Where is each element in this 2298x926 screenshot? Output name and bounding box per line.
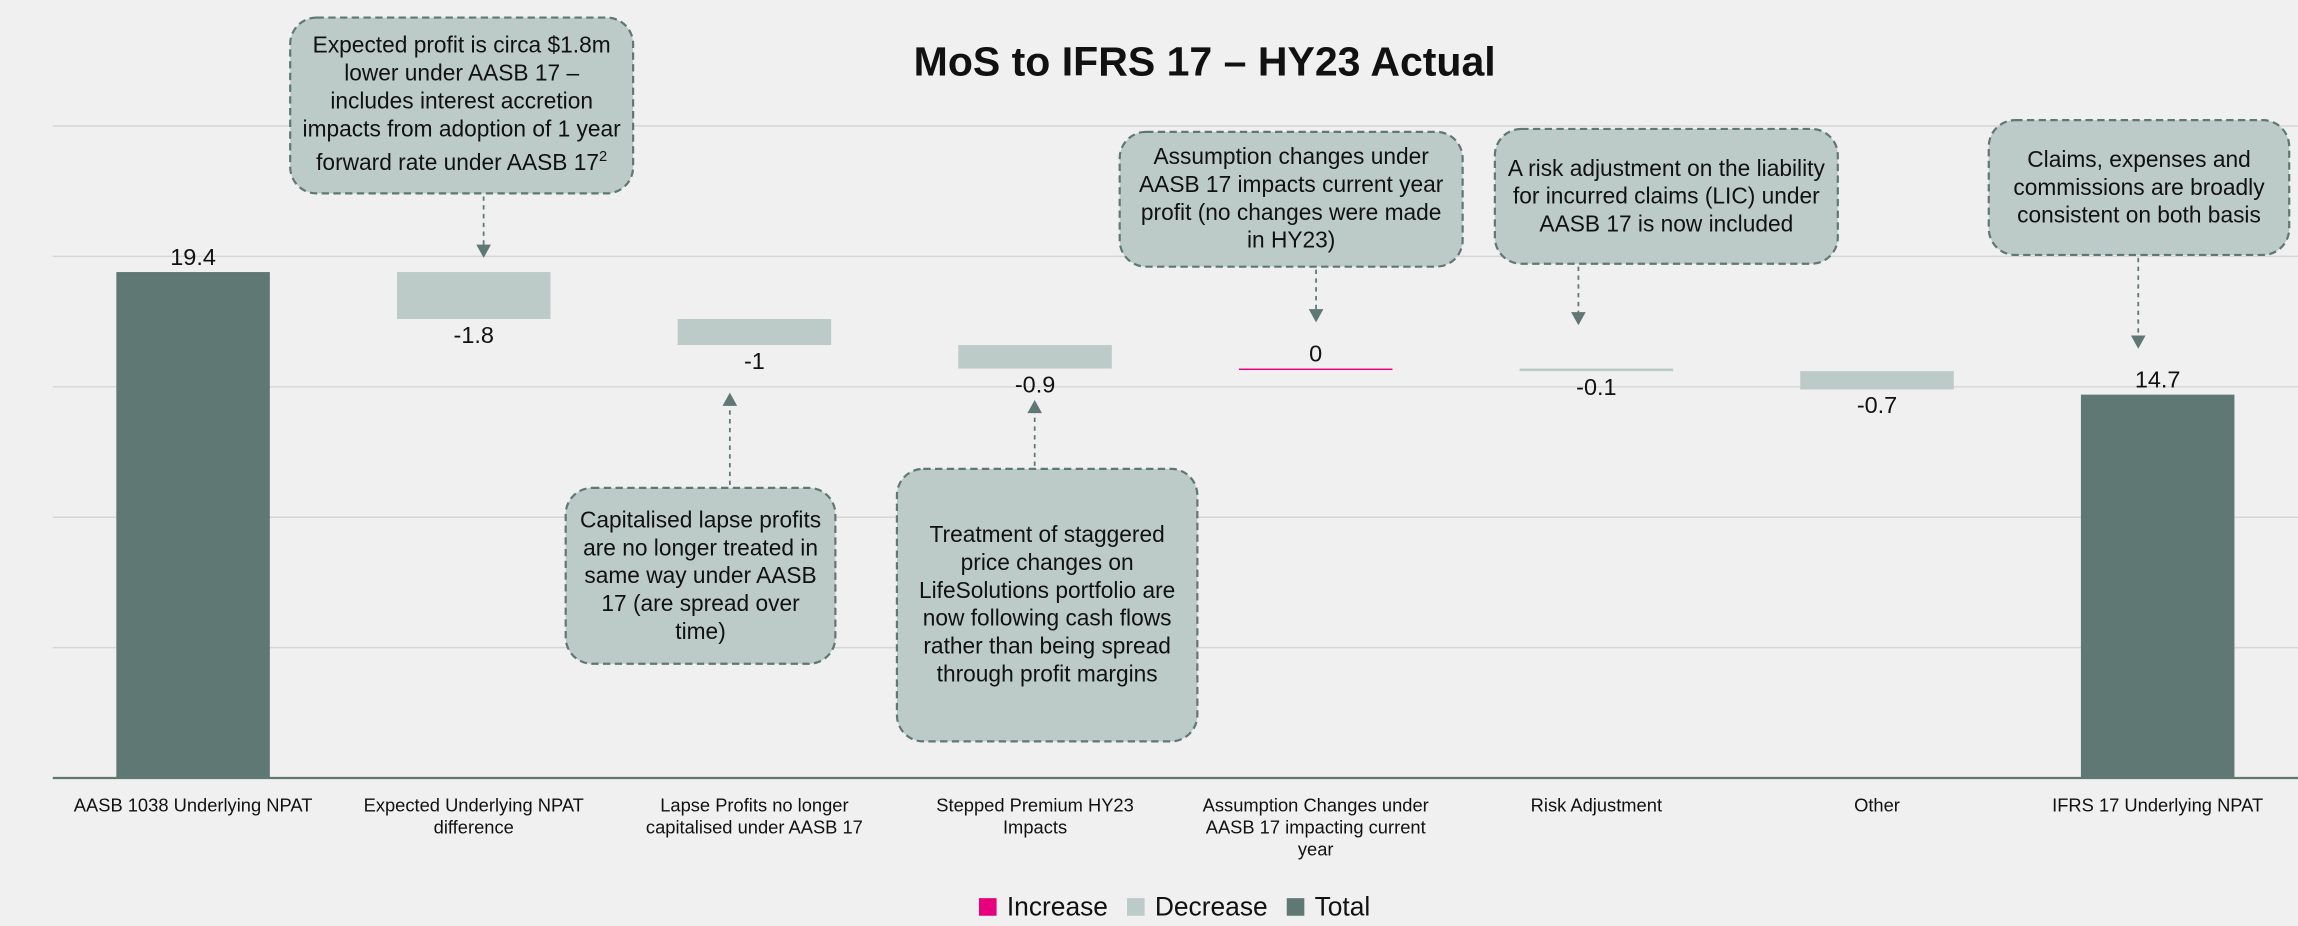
callout-body: Capitalised lapse profits are no longer …: [577, 506, 823, 645]
callout-line: Treatment of staggered price changes on …: [918, 523, 1176, 688]
callout: Treatment of staggered price changes on …: [897, 469, 1197, 742]
callout-line: Capitalised lapse profits are no longer …: [579, 507, 822, 644]
callout-body: Treatment of staggered price changes on …: [909, 522, 1186, 689]
x-tick-label: Risk Adjustment: [1530, 795, 1663, 817]
value-label: -0.1: [1576, 374, 1616, 400]
callout-box: [1118, 130, 1464, 268]
x-tick-label: Stepped Premium HY23 Impacts: [936, 795, 1134, 839]
callout-box: [1987, 119, 2291, 257]
value-label: 0: [1309, 341, 1322, 367]
x-tick-label-text: Stepped Premium HY23 Impacts: [936, 795, 1134, 839]
x-tick-label: Lapse Profits no longer capitalised unde…: [645, 795, 863, 839]
x-tick-label-text: Risk Adjustment: [1530, 795, 1663, 817]
callout-sup: 2: [599, 150, 608, 167]
callout: Claims, expenses and commissions are bro…: [1989, 120, 2289, 255]
callout-arrowhead: [722, 392, 738, 406]
x-tick-label-text: Expected Underlying NPAT difference: [363, 795, 584, 839]
callout: A risk adjustment on the liability for i…: [1495, 129, 1838, 264]
callout-line: A risk adjustment on the liability for i…: [1507, 156, 1825, 237]
bar: [2080, 394, 2235, 779]
chart-title: MoS to IFRS 17 – HY23 Actual: [914, 38, 1496, 84]
bar: [958, 345, 1112, 369]
value-label: -1.8: [454, 322, 494, 348]
callout-body: Assumption changes under AASB 17 impacts…: [1131, 144, 1450, 255]
value-label: 19.4: [170, 244, 216, 270]
callout: Assumption changes under AASB 17 impacts…: [1120, 132, 1463, 267]
callout: Expected profit is circa $1.8m lower und…: [290, 18, 633, 194]
callout-text: Expected profit is circa $1.8m lower und…: [290, 18, 633, 194]
callout-body: Expected profit is circa $1.8m lower und…: [302, 33, 621, 178]
x-tick-label-text: AASB 1038 Underlying NPAT: [73, 795, 313, 817]
legend-swatch: [978, 898, 997, 916]
callout-text: Assumption changes under AASB 17 impacts…: [1120, 132, 1463, 267]
bar: [1800, 371, 1954, 390]
callout-arrowhead: [1571, 312, 1586, 326]
x-tick-label: Assumption Changes under AASB 17 impacti…: [1202, 795, 1429, 861]
x-tick-label: Other: [1854, 795, 1900, 817]
callout-line: Claims, expenses and commissions are bro…: [2013, 147, 2265, 228]
callout-text: Capitalised lapse profits are no longer …: [566, 488, 836, 664]
callout-arrowhead: [1027, 399, 1043, 414]
x-tick-label-text: Assumption Changes under AASB 17 impacti…: [1202, 795, 1429, 861]
callout-text: Treatment of staggered price changes on …: [897, 469, 1197, 742]
legend-label: Decrease: [1155, 891, 1268, 921]
value-label: -0.9: [1015, 371, 1055, 397]
callout-box: [289, 16, 635, 195]
x-tick-label: IFRS 17 Underlying NPAT: [2052, 795, 2264, 817]
callout-line: Expected profit is circa $1.8m lower und…: [302, 34, 621, 177]
legend-swatch: [1127, 898, 1145, 916]
x-tick-label-text: IFRS 17 Underlying NPAT: [2052, 795, 2264, 817]
callout-box: [564, 486, 837, 665]
value-label: -0.7: [1857, 392, 1897, 418]
x-tick-label-text: Other: [1854, 795, 1900, 817]
legend-label: Increase: [1007, 891, 1108, 921]
x-tick-label-text: Lapse Profits no longer capitalised unde…: [645, 795, 863, 839]
bar: [1238, 368, 1393, 371]
value-label: -1: [744, 348, 765, 374]
callout-body: Claims, expenses and commissions are bro…: [2000, 146, 2277, 230]
callout-body: A risk adjustment on the liability for i…: [1507, 155, 1826, 239]
legend-label: Total: [1315, 891, 1371, 921]
value-label: 14.7: [2135, 367, 2181, 393]
bar: [677, 319, 832, 346]
callout-arrowhead: [2130, 335, 2146, 349]
bar: [116, 272, 270, 779]
callout-box: [895, 467, 1199, 743]
callout-text: Claims, expenses and commissions are bro…: [1989, 120, 2289, 255]
x-tick-label: AASB 1038 Underlying NPAT: [73, 795, 313, 817]
x-tick-label: Expected Underlying NPAT difference: [363, 795, 584, 839]
bar: [1519, 368, 1674, 372]
callout: Capitalised lapse profits are no longer …: [566, 488, 836, 664]
callout-arrowhead: [476, 244, 491, 258]
callout-line: Assumption changes under AASB 17 impacts…: [1139, 145, 1444, 254]
bar: [396, 272, 551, 320]
callout-box: [1493, 127, 1839, 265]
callout-arrowhead: [1308, 309, 1324, 323]
callout-text: A risk adjustment on the liability for i…: [1495, 129, 1838, 264]
legend-swatch: [1286, 898, 1305, 916]
